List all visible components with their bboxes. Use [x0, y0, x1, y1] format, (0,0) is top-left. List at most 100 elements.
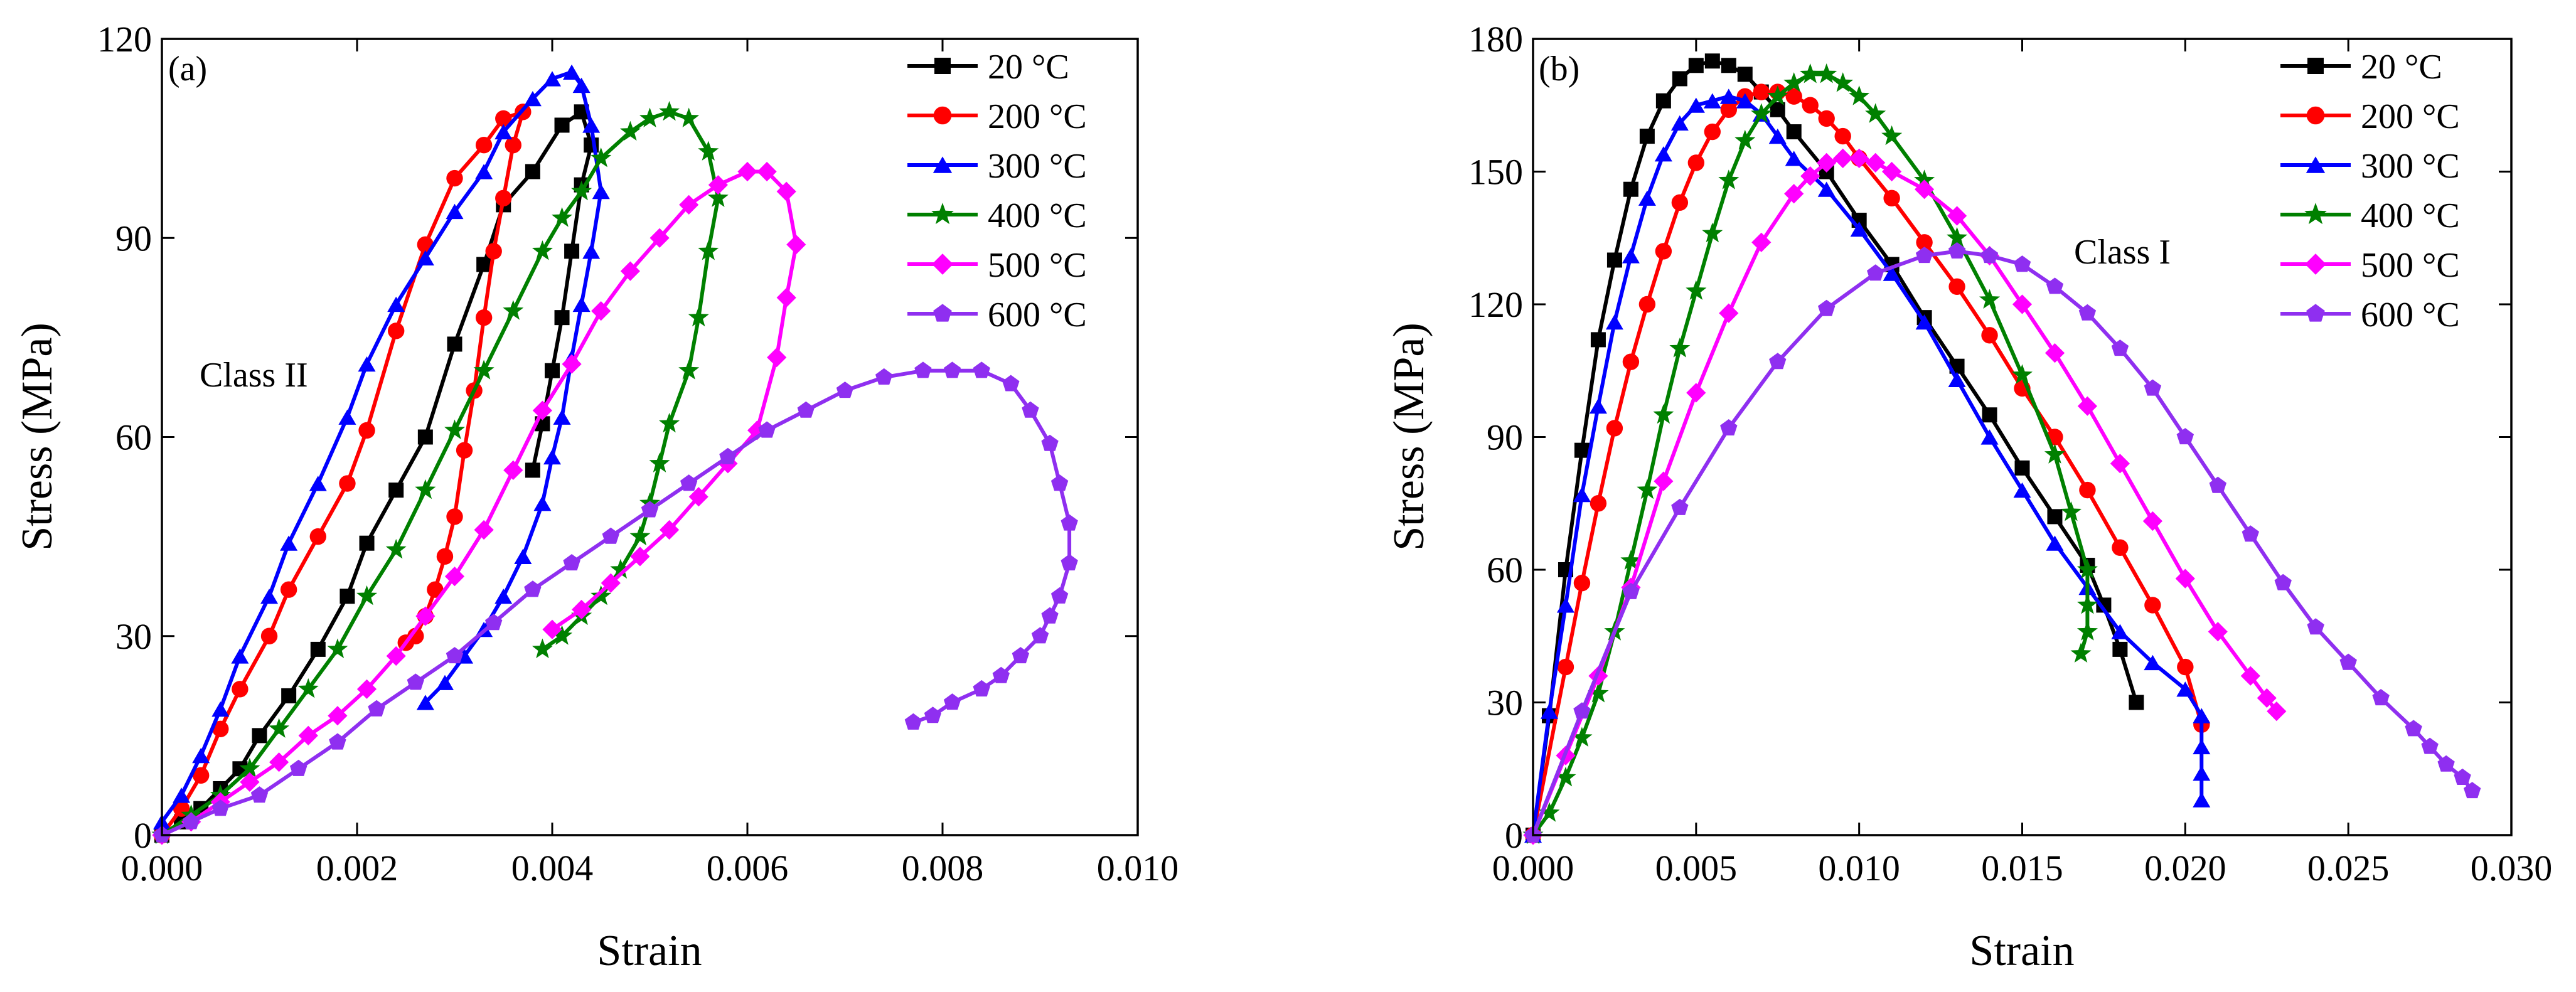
- data-point: [776, 287, 796, 307]
- y-axis-label-b: Stress (MPa): [1385, 323, 1433, 551]
- x-axis-label-a: Strain: [597, 927, 702, 975]
- data-point: [523, 91, 542, 107]
- data-point: [542, 619, 562, 639]
- panel-label-a: (a): [168, 50, 207, 88]
- data-point: [269, 752, 289, 772]
- data-point: [904, 713, 922, 730]
- data-point: [563, 64, 581, 80]
- data-point: [619, 120, 641, 141]
- legend-marker: [2306, 106, 2325, 125]
- data-point: [290, 759, 307, 776]
- class-annotation-b: Class I: [2074, 233, 2171, 272]
- data-point: [836, 381, 854, 398]
- data-point: [1736, 93, 1754, 109]
- data-point: [1639, 129, 1655, 144]
- data-point: [582, 117, 601, 133]
- data-point: [1785, 88, 1802, 105]
- data-point: [2076, 594, 2098, 614]
- data-point: [2144, 654, 2162, 671]
- x-tick-label: 0.015: [1981, 848, 2063, 888]
- data-point: [1655, 93, 1671, 109]
- data-point: [875, 368, 893, 385]
- y-tick-label: 60: [115, 417, 152, 458]
- data-point: [446, 203, 464, 220]
- data-point: [1702, 222, 1723, 243]
- data-point: [1915, 247, 1933, 264]
- data-point: [1786, 124, 1802, 140]
- data-point: [183, 813, 200, 829]
- x-tick-label: 0.006: [707, 848, 789, 888]
- series-line: [1531, 156, 2279, 837]
- series-line: [1531, 90, 2204, 837]
- data-point: [2242, 525, 2259, 542]
- data-point: [1669, 338, 1691, 358]
- data-point: [2013, 482, 2031, 498]
- data-point: [1571, 727, 1593, 747]
- data-point: [2046, 535, 2064, 551]
- data-point: [1737, 67, 1753, 82]
- series-600c: [1524, 242, 2481, 843]
- data-point: [688, 306, 709, 327]
- data-point: [444, 567, 465, 587]
- data-point: [2112, 641, 2128, 657]
- data-point: [553, 409, 571, 425]
- data-point: [1703, 93, 1721, 109]
- data-point: [776, 181, 796, 201]
- legend-marker: [931, 203, 954, 225]
- data-point: [2175, 568, 2195, 589]
- data-point: [1012, 647, 1030, 664]
- legend-label: 20 °C: [988, 48, 1069, 87]
- data-point: [1539, 802, 1560, 822]
- data-point: [505, 137, 521, 154]
- data-point: [1734, 129, 1756, 150]
- data-point: [747, 420, 767, 440]
- data-point: [1050, 474, 1069, 491]
- series-line: [160, 110, 720, 837]
- data-point: [250, 786, 269, 803]
- x-tick-label: 0.000: [121, 848, 203, 888]
- data-point: [602, 527, 619, 544]
- x-tick-label: 0.020: [2144, 848, 2226, 888]
- data-point: [514, 548, 532, 564]
- data-point: [446, 169, 463, 187]
- data-point: [2044, 444, 2065, 464]
- legend-marker: [933, 156, 953, 173]
- data-point: [1947, 206, 1967, 226]
- legend-marker: [934, 58, 951, 74]
- data-point: [447, 336, 462, 352]
- panel-b: 0.000 0.005 0.010 0.015 0.020 0.025 0.030 0 30 60…: [1385, 19, 2552, 975]
- data-point: [2044, 343, 2065, 363]
- data-point: [1002, 375, 1020, 392]
- data-point: [327, 638, 348, 658]
- data-point: [620, 261, 640, 281]
- series-line: [1531, 249, 2474, 837]
- data-point: [2110, 454, 2130, 474]
- data-point: [1850, 221, 1868, 237]
- data-point: [1833, 148, 1853, 168]
- series-line: [160, 110, 525, 837]
- data-point: [649, 228, 670, 248]
- y-axis-label-a: Stress (MPa): [13, 323, 61, 551]
- data-point: [359, 535, 375, 551]
- data-point: [2193, 792, 2211, 808]
- data-point: [737, 161, 757, 182]
- data-point: [525, 462, 540, 478]
- data-point: [1573, 574, 1591, 592]
- data-point: [2193, 739, 2211, 755]
- data-point: [1623, 181, 1638, 197]
- data-point: [707, 187, 729, 207]
- data-point: [444, 419, 465, 439]
- data-point: [1948, 278, 1965, 295]
- data-point: [427, 581, 444, 598]
- data-point: [239, 757, 260, 778]
- data-point: [1979, 289, 2001, 309]
- data-point: [1802, 97, 1819, 114]
- data-point: [1769, 353, 1787, 370]
- data-point: [698, 240, 719, 260]
- data-point: [797, 401, 815, 418]
- data-point: [1541, 703, 1558, 719]
- series-line: [1531, 94, 2204, 837]
- data-point: [582, 243, 601, 259]
- data-point: [2339, 653, 2357, 670]
